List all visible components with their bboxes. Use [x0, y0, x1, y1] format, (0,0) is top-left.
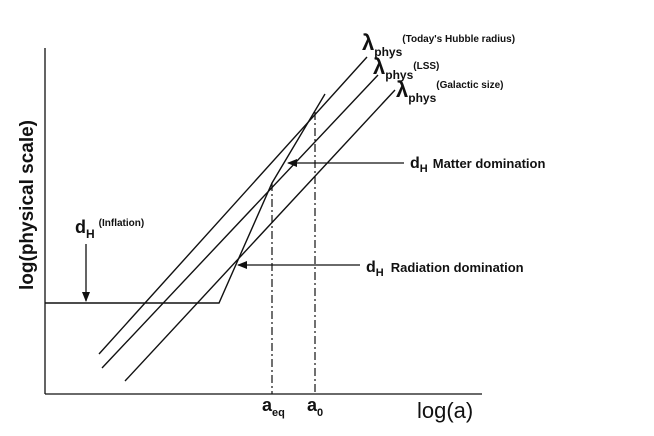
inflation-label: dH(Inflation) [75, 217, 144, 241]
matter-label: dH Matter domination [410, 155, 545, 175]
lambda-hubble-label: λphys(Today's Hubble radius) [362, 30, 515, 59]
hubble-radius-curve [45, 93, 326, 304]
x-axis-label: log(a) [417, 398, 473, 423]
lambda-lss-label: λphys(LSS) [373, 54, 439, 82]
lambda-hubble-line [98, 56, 368, 355]
lambda-galactic-label: λphys(Galactic size) [396, 77, 504, 105]
a-eq-label: aeq [262, 395, 285, 419]
radiation-label: dH Radiation domination [366, 259, 524, 279]
a-0-label: a0 [307, 395, 323, 419]
y-axis-label: log(physical scale) [17, 120, 38, 290]
lambda-galactic-line [124, 89, 396, 382]
lambda-lss-line [101, 74, 379, 369]
